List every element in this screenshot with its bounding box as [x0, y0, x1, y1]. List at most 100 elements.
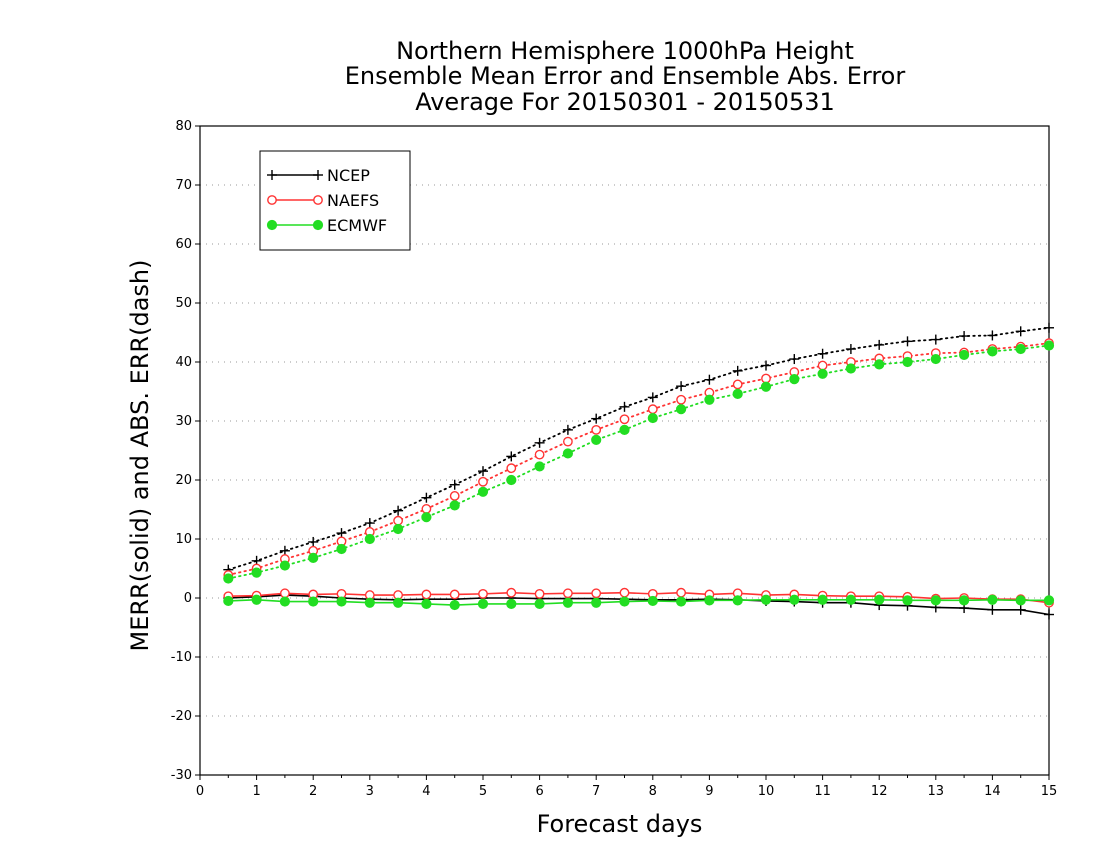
- naefs-merr-point: [676, 587, 686, 598]
- ncep-abs-err-point: [874, 339, 885, 350]
- ecmwf-merr-point: [845, 594, 857, 605]
- ecmwf-abs-err-point: [364, 533, 375, 545]
- naefs-abs-err-point: [591, 424, 602, 435]
- ncep-abs-err-point: [732, 365, 743, 376]
- ecmwf-merr-point: [393, 597, 404, 608]
- ncep-merr-point: [1015, 604, 1026, 615]
- chart-title-line-3: Average For 20150301 - 20150531: [415, 88, 835, 116]
- naefs-abs-err-point: [421, 504, 432, 514]
- ecmwf-merr-point: [421, 598, 432, 610]
- x-tick-label: 11: [814, 784, 831, 799]
- ecmwf-merr-point: [817, 594, 828, 605]
- legend-marker: [267, 195, 277, 205]
- ecmwf-abs-err-point: [506, 474, 517, 486]
- series-layer: [223, 322, 1055, 620]
- ecmwf-abs-err-point: [223, 573, 234, 584]
- x-tick-label: 5: [479, 784, 487, 799]
- y-tick-label: -10: [171, 650, 192, 665]
- naefs-abs-err-point: [676, 394, 686, 405]
- naefs-abs-err-point: [534, 449, 545, 460]
- ecmwf-merr-point: [647, 595, 658, 607]
- naefs-abs-err-point: [732, 379, 743, 390]
- ecmwf-abs-err-point: [732, 388, 743, 399]
- ncep-abs-err-point: [817, 348, 828, 359]
- ncep-abs-err-point: [761, 360, 771, 371]
- chart-title-line-1: Northern Hemisphere 1000hPa Height: [396, 37, 854, 65]
- naefs-merr-point: [563, 588, 573, 599]
- ncep-abs-err-point: [421, 492, 432, 503]
- x-tick-label: 13: [928, 784, 945, 799]
- legend-marker: [313, 170, 323, 180]
- x-tick-label: 8: [649, 784, 657, 799]
- naefs-abs-err-point: [563, 436, 573, 447]
- y-tick-label: 70: [175, 178, 192, 193]
- ecmwf-merr-point: [902, 595, 913, 606]
- naefs-merr-point: [421, 589, 432, 600]
- ecmwf-merr-point: [477, 598, 489, 610]
- ecmwf-merr-point: [959, 595, 970, 606]
- ecmwf-abs-err-point: [477, 486, 489, 497]
- ncep-abs-err-point: [336, 528, 347, 539]
- ecmwf-abs-err-point: [393, 523, 404, 535]
- y-tick-label: 10: [175, 532, 192, 547]
- x-tick-label: 3: [366, 784, 374, 799]
- ecmwf-abs-err-point: [959, 349, 970, 361]
- ecmwf-merr-point: [251, 594, 262, 605]
- ncep-merr-point: [987, 604, 998, 615]
- ncep-abs-err-point: [676, 381, 687, 392]
- ecmwf-merr-point: [760, 594, 772, 605]
- ecmwf-merr-point: [534, 598, 545, 610]
- ecmwf-merr-point: [789, 594, 800, 605]
- ecmwf-abs-err-point: [251, 567, 262, 578]
- ecmwf-merr-point: [506, 598, 517, 610]
- naefs-merr-point: [534, 588, 545, 599]
- naefs-abs-err-point: [619, 414, 630, 425]
- ncep-abs-err-point: [1015, 326, 1026, 337]
- ecmwf-abs-err-point: [930, 353, 941, 365]
- ecmwf-abs-err-point: [704, 394, 715, 405]
- ncep-abs-err-point: [930, 334, 941, 345]
- naefs-merr-point: [279, 588, 290, 599]
- x-tick-label: 15: [1041, 784, 1058, 799]
- naefs-abs-err-point: [449, 491, 460, 501]
- naefs-abs-err-point: [478, 476, 488, 487]
- x-tick-label: 14: [984, 784, 1001, 799]
- ncep-abs-err-point: [393, 505, 404, 516]
- ecmwf-abs-err-point: [987, 346, 998, 357]
- legend-item-ecmwf: ECMWF: [266, 216, 387, 235]
- ncep-abs-err-point: [591, 413, 602, 424]
- x-tick-label: 1: [252, 784, 260, 799]
- ecmwf-abs-err-point: [336, 543, 347, 555]
- ecmwf-abs-err-point: [1015, 343, 1026, 355]
- ecmwf-abs-err-point: [279, 560, 290, 571]
- naefs-abs-err-point: [817, 360, 828, 371]
- legend-label: ECMWF: [327, 216, 387, 235]
- y-axis-title: MERR(solid) and ABS. ERR(dash): [126, 260, 154, 652]
- ecmwf-merr-point: [364, 597, 375, 608]
- ncep-abs-err-point: [534, 437, 545, 448]
- legend-marker: [266, 219, 278, 231]
- naefs-merr-point: [619, 587, 630, 598]
- x-tick-label: 6: [535, 784, 543, 799]
- ecmwf-abs-err-point: [845, 363, 857, 374]
- ecmwf-merr-point: [279, 596, 290, 607]
- legend-label: NCEP: [327, 166, 370, 185]
- ecmwf-abs-err-point: [449, 500, 460, 511]
- ecmwf-abs-err-point: [1043, 340, 1055, 351]
- ecmwf-abs-err-point: [619, 424, 630, 435]
- x-tick-label: 12: [871, 784, 888, 799]
- ecmwf-merr-point: [930, 595, 941, 606]
- chart-title-line-2: Ensemble Mean Error and Ensemble Abs. Er…: [344, 62, 906, 90]
- ncep-abs-err-point: [987, 330, 998, 341]
- ncep-abs-err-point: [959, 331, 970, 342]
- ncep-abs-err-point: [562, 424, 573, 435]
- x-tick-label: 0: [196, 784, 204, 799]
- ecmwf-abs-err-point: [676, 404, 687, 415]
- x-tick-label: 9: [705, 784, 713, 799]
- naefs-merr-point: [449, 589, 460, 600]
- ncep-abs-err-point: [704, 374, 715, 385]
- legend: NCEP NAEFS ECMWF: [259, 150, 411, 251]
- x-axis-title: Forecast days: [537, 810, 703, 838]
